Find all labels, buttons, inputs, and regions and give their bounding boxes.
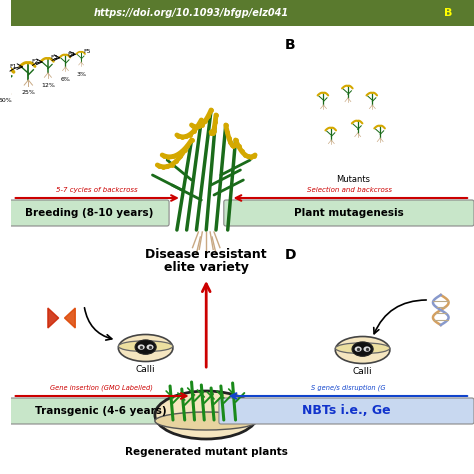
Text: Calli: Calli — [136, 365, 155, 374]
Text: NBTs i.e., Ge: NBTs i.e., Ge — [302, 404, 391, 418]
Text: B: B — [284, 38, 295, 52]
Ellipse shape — [335, 337, 390, 364]
Text: 25%: 25% — [21, 90, 35, 95]
Text: F1: F1 — [10, 64, 17, 69]
Text: 12%: 12% — [41, 83, 55, 88]
Ellipse shape — [146, 345, 154, 350]
Text: Breeding (8-10 years): Breeding (8-10 years) — [25, 208, 153, 218]
Ellipse shape — [135, 340, 156, 354]
Text: elite variety: elite variety — [164, 261, 249, 274]
Text: https://doi.org/10.1093/bfgp/elz041: https://doi.org/10.1093/bfgp/elz041 — [94, 8, 289, 18]
Text: Disease resistant: Disease resistant — [146, 248, 267, 261]
Ellipse shape — [352, 342, 373, 356]
Text: 3%: 3% — [76, 72, 86, 77]
Ellipse shape — [155, 412, 257, 430]
Text: D: D — [284, 248, 296, 262]
Text: Transgenic (4-6 years): Transgenic (4-6 years) — [36, 406, 167, 416]
Text: F4: F4 — [68, 52, 75, 57]
Ellipse shape — [118, 341, 173, 352]
Text: 50%: 50% — [0, 98, 13, 103]
Ellipse shape — [364, 346, 371, 352]
FancyBboxPatch shape — [224, 200, 474, 226]
Ellipse shape — [155, 391, 257, 439]
Text: Plant mutagenesis: Plant mutagenesis — [294, 208, 404, 218]
Ellipse shape — [138, 345, 145, 350]
Ellipse shape — [335, 343, 390, 354]
FancyBboxPatch shape — [9, 398, 193, 424]
Polygon shape — [64, 308, 75, 328]
Text: Regenerated mutant plants: Regenerated mutant plants — [125, 447, 288, 457]
FancyBboxPatch shape — [219, 398, 474, 424]
Text: Selection and backcross: Selection and backcross — [307, 187, 392, 193]
Ellipse shape — [118, 335, 173, 362]
Text: Gene insertion (GMO Labelled): Gene insertion (GMO Labelled) — [50, 384, 153, 391]
FancyBboxPatch shape — [9, 200, 169, 226]
Text: F5: F5 — [83, 49, 91, 54]
Text: Mutants: Mutants — [336, 175, 370, 184]
Text: Calli: Calli — [353, 367, 373, 376]
Text: 6%: 6% — [61, 77, 71, 82]
Text: B: B — [445, 8, 453, 18]
Polygon shape — [48, 308, 59, 328]
Text: 5-7 cycles of backcross: 5-7 cycles of backcross — [56, 187, 137, 193]
Text: F3: F3 — [51, 55, 58, 60]
Text: F2: F2 — [32, 59, 39, 64]
Ellipse shape — [355, 346, 362, 352]
Text: S gene/s disruption (G: S gene/s disruption (G — [310, 384, 385, 391]
Bar — [11, 0, 474, 26]
